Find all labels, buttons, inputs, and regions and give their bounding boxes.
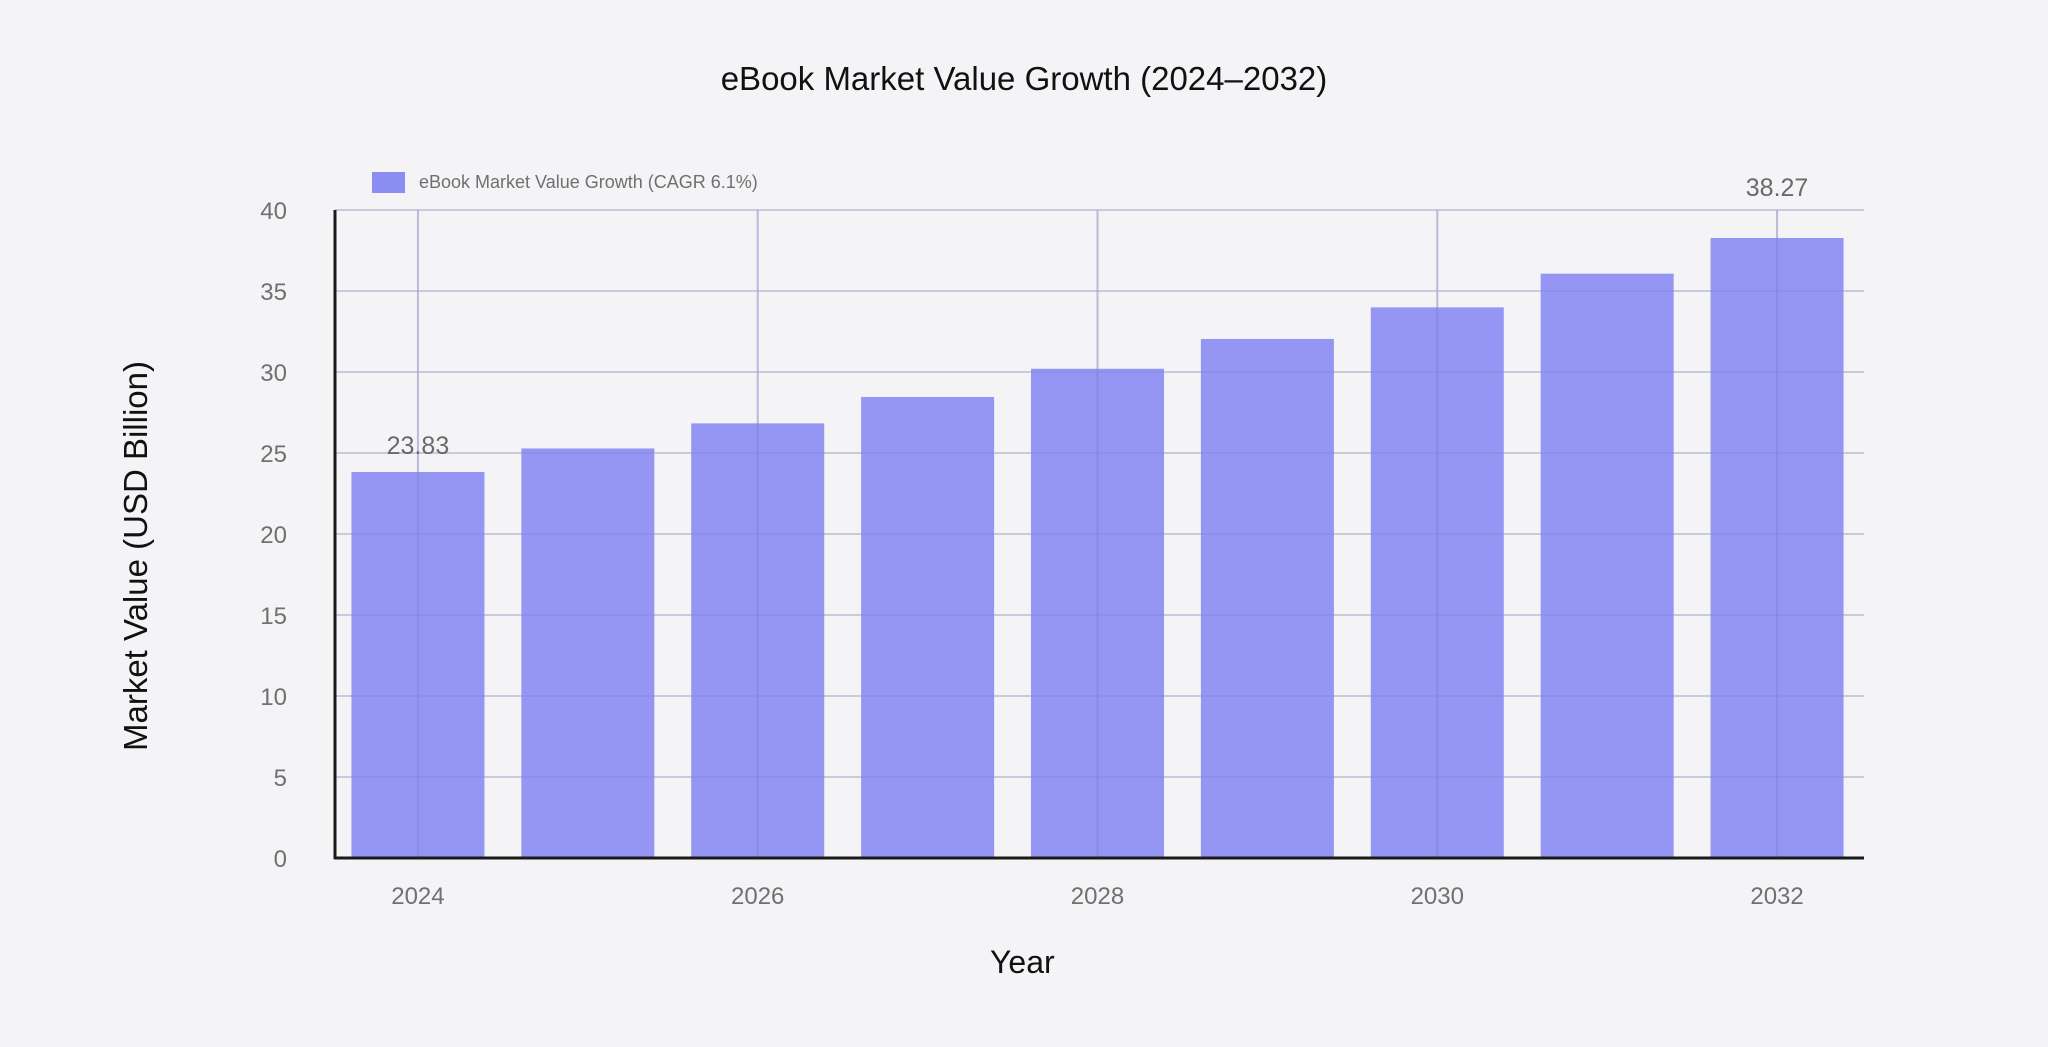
x-tick-label: 2024 — [391, 883, 444, 910]
legend-label: eBook Market Value Growth (CAGR 6.1%) — [419, 172, 758, 192]
legend: eBook Market Value Growth (CAGR 6.1%) — [372, 172, 758, 193]
x-tick-label: 2028 — [1071, 883, 1124, 910]
y-tick-label: 40 — [260, 198, 287, 225]
x-tick-label: 2026 — [731, 883, 784, 910]
y-tick-label: 35 — [260, 279, 287, 306]
bar-2032 — [1710, 238, 1844, 858]
legend-swatch — [372, 172, 405, 193]
y-tick-label: 5 — [274, 765, 287, 792]
y-tick-label: 10 — [260, 684, 287, 711]
bar-2027 — [861, 396, 995, 858]
data-label: 23.83 — [387, 432, 450, 460]
y-tick-label: 30 — [260, 360, 287, 387]
x-tick-label: 2030 — [1411, 883, 1464, 910]
data-label: 38.27 — [1746, 174, 1809, 202]
bar-2029 — [1200, 338, 1334, 858]
x-axis-label: Year — [990, 944, 1055, 980]
bar-2031 — [1540, 273, 1674, 858]
bar-2030 — [1370, 307, 1504, 858]
bar-2028 — [1031, 368, 1164, 858]
y-tick-label: 0 — [274, 846, 287, 873]
bar-2026 — [691, 423, 825, 858]
x-tick-label: 2032 — [1750, 883, 1803, 910]
y-tick-label: 20 — [260, 522, 287, 549]
bar-2024 — [351, 471, 485, 858]
chart-title: eBook Market Value Growth (2024–2032) — [720, 60, 1328, 97]
y-tick-label: 15 — [260, 603, 287, 630]
y-tick-label: 25 — [260, 441, 287, 468]
bar-2025 — [521, 448, 655, 858]
